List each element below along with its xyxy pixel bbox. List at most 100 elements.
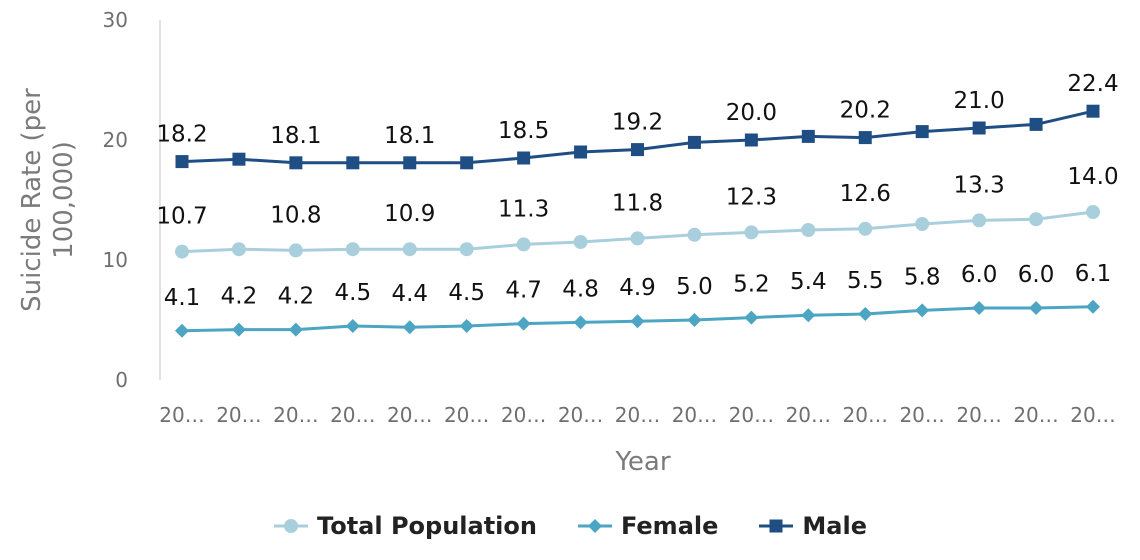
data-label: 4.2 bbox=[221, 284, 258, 310]
data-point bbox=[345, 319, 360, 333]
data-point bbox=[801, 308, 816, 323]
data-point bbox=[630, 314, 645, 329]
legend-item: Total Population bbox=[273, 512, 537, 540]
data-point bbox=[289, 156, 303, 170]
series-layer bbox=[175, 104, 1100, 338]
data-label: 12.3 bbox=[726, 184, 777, 210]
data-point bbox=[1029, 301, 1044, 315]
data-point bbox=[915, 217, 930, 231]
data-point bbox=[517, 151, 531, 165]
series-total-population bbox=[175, 205, 1100, 259]
data-label: 18.1 bbox=[270, 123, 321, 149]
x-tick-label: 20… bbox=[273, 403, 318, 427]
legend-label: Male bbox=[802, 512, 867, 540]
data-label: 4.9 bbox=[619, 275, 656, 301]
data-label: 4.5 bbox=[448, 280, 485, 306]
data-label: 4.7 bbox=[505, 278, 542, 304]
x-axis-title: Year bbox=[614, 447, 670, 477]
y-tick-label: 20 bbox=[103, 128, 128, 152]
x-tick-label: 20… bbox=[558, 403, 603, 427]
x-tick-label: 20… bbox=[899, 403, 944, 427]
data-point bbox=[972, 301, 987, 315]
legend-marker bbox=[587, 519, 602, 533]
data-point bbox=[1086, 104, 1100, 118]
x-tick-label: 20… bbox=[956, 403, 1001, 427]
data-point bbox=[231, 322, 246, 337]
legend-label: Female bbox=[620, 512, 719, 540]
legend-item: Female bbox=[577, 512, 718, 540]
legend: Total Population Female Male bbox=[0, 512, 1140, 540]
data-label: 13.3 bbox=[954, 172, 1005, 198]
data-point bbox=[687, 227, 702, 242]
data-label: 5.4 bbox=[790, 269, 827, 295]
data-label: 4.5 bbox=[335, 280, 372, 306]
legend-label: Total Population bbox=[317, 512, 537, 540]
data-point bbox=[345, 242, 360, 257]
data-point bbox=[630, 231, 645, 246]
legend-swatch bbox=[759, 519, 794, 533]
legend-marker bbox=[284, 519, 299, 533]
data-label: 5.2 bbox=[733, 272, 770, 298]
data-point bbox=[1086, 299, 1100, 314]
data-point bbox=[1086, 205, 1100, 219]
data-label: 4.8 bbox=[562, 276, 599, 302]
data-label: 4.1 bbox=[164, 285, 201, 311]
data-label: 6.0 bbox=[1018, 262, 1055, 288]
data-label: 19.2 bbox=[612, 110, 663, 136]
data-point bbox=[231, 242, 246, 257]
data-point bbox=[972, 213, 987, 228]
data-point bbox=[801, 129, 815, 143]
data-label: 5.0 bbox=[676, 274, 713, 300]
x-tick-label: 20… bbox=[216, 403, 261, 427]
data-label: 4.4 bbox=[391, 281, 428, 307]
data-point bbox=[744, 225, 759, 240]
x-axis: 20… 20… 20… 20… 20… 20… 20… 20… 20… 20… 20… 20… 20… 2… bbox=[159, 403, 1115, 427]
data-point bbox=[744, 133, 758, 147]
data-point bbox=[459, 319, 474, 333]
data-label: 18.2 bbox=[156, 122, 207, 148]
data-point bbox=[744, 310, 759, 325]
data-point bbox=[402, 320, 417, 335]
data-point bbox=[858, 131, 872, 145]
x-tick-label: 20… bbox=[1013, 403, 1058, 427]
x-tick-label: 20… bbox=[672, 403, 717, 427]
x-tick-label: 20… bbox=[786, 403, 831, 427]
data-point bbox=[687, 313, 702, 327]
y-tick-label: 30 bbox=[103, 8, 128, 32]
data-point bbox=[459, 242, 474, 257]
data-point bbox=[573, 315, 588, 330]
data-point bbox=[1029, 117, 1043, 131]
data-point bbox=[858, 307, 873, 321]
data-point bbox=[516, 316, 531, 331]
data-label: 11.8 bbox=[612, 190, 663, 216]
data-point bbox=[915, 125, 929, 139]
x-tick-label: 20… bbox=[843, 403, 888, 427]
data-label: 6.1 bbox=[1075, 261, 1112, 287]
data-point bbox=[346, 156, 360, 170]
y-axis: 0 10 20 30 bbox=[103, 8, 161, 392]
data-label: 5.5 bbox=[847, 268, 884, 294]
data-label: 22.4 bbox=[1067, 71, 1118, 97]
data-point bbox=[175, 155, 189, 169]
series-male bbox=[175, 104, 1100, 170]
x-tick-label: 20… bbox=[501, 403, 546, 427]
legend-item: Male bbox=[758, 512, 867, 540]
data-point bbox=[858, 221, 873, 236]
data-point bbox=[288, 243, 303, 258]
data-point bbox=[232, 152, 246, 166]
data-point bbox=[403, 156, 417, 170]
legend-swatch bbox=[274, 519, 309, 533]
data-point bbox=[402, 242, 417, 257]
y-axis-title: Suicide Rate (per100,000) bbox=[17, 88, 79, 312]
x-tick-label: 20… bbox=[159, 403, 204, 427]
x-tick-label: 20… bbox=[444, 403, 489, 427]
data-point bbox=[175, 244, 189, 259]
data-label: 10.9 bbox=[384, 201, 435, 227]
series-female bbox=[175, 299, 1100, 338]
x-tick-label: 20… bbox=[729, 403, 774, 427]
data-label: 21.0 bbox=[954, 88, 1005, 114]
x-tick-label: 20… bbox=[387, 403, 432, 427]
y-tick-label: 0 bbox=[115, 368, 128, 392]
data-label: 18.1 bbox=[384, 123, 435, 149]
data-point bbox=[175, 323, 189, 338]
